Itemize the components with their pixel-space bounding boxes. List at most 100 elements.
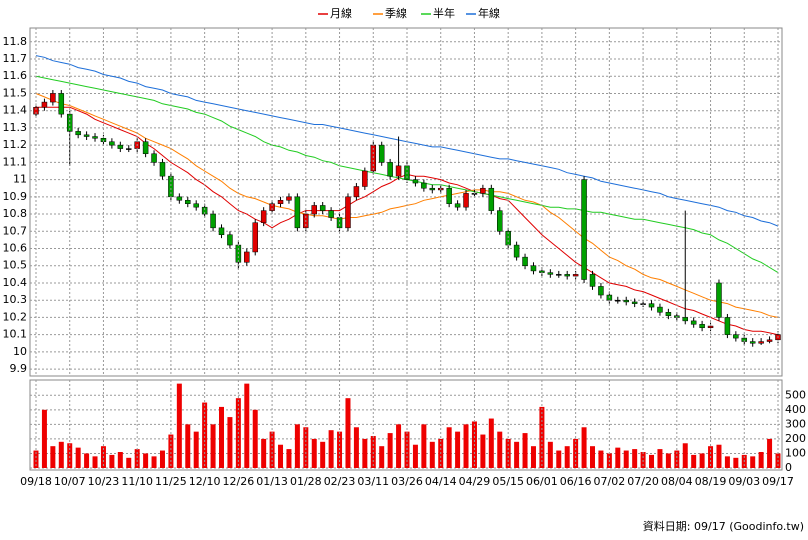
candle-body [83,134,90,137]
candle-body [41,101,48,108]
x-tick-label: 04/14 [425,475,457,488]
legend-label: 月線 [330,6,352,20]
y-tick-label: 500 [785,388,806,401]
candle-body [142,141,149,155]
x-tick-label: 09/03 [728,475,760,488]
volume-bar [455,431,461,468]
candle-body [252,222,258,253]
candle-body [66,113,73,132]
x-tick-label: 03/26 [391,475,423,488]
candle-body [690,320,697,325]
volume-bar [446,427,452,468]
volume-bar [556,450,562,468]
volume-bar [514,441,520,468]
candle-body [159,162,166,177]
y-tick-label: 9.9 [10,362,28,375]
x-tick-label: 08/19 [695,475,727,488]
candle-body [260,210,267,223]
legend-label: 年線 [478,6,500,20]
candle-body [227,234,233,246]
candle-body [429,187,436,191]
legend-label: 季線 [385,6,407,20]
volume-bar [362,438,368,468]
candle-body [311,205,317,215]
volume-bar [379,446,385,468]
y-tick-label: 11.6 [3,69,28,82]
x-tick-label: 07/02 [594,475,626,488]
candle-body [623,299,629,303]
volume-bar [716,444,722,468]
x-tick-label: 12/10 [189,475,221,488]
y-tick-label: 10.5 [3,259,28,272]
x-tick-label: 03/11 [357,475,389,488]
candle-body [421,182,427,189]
candle-body [210,213,216,229]
candle-body [446,187,452,204]
volume-bar [159,450,165,468]
volume-bar [311,438,317,468]
candle-body [513,244,520,258]
candle-body [572,274,579,277]
volume-bar [151,456,157,468]
volume-bar [480,434,486,468]
candle-body [530,265,537,272]
candle-body [218,227,225,235]
y-tick-label: 100 [785,446,806,459]
candle-body [665,312,672,316]
candle-body [454,203,461,208]
y-tick-label: 11.2 [3,138,28,151]
volume-bar [598,450,604,468]
volume-bar [58,441,64,468]
volume-bar [252,409,258,468]
x-tick-label: 11/10 [121,475,153,488]
candle-body [294,196,301,229]
volume-bar [497,431,503,468]
x-tick-label: 07/20 [627,475,659,488]
volume-bar [67,443,73,468]
volume-bar [320,441,326,468]
volume-bar [488,418,494,468]
footer: 資料日期: 09/17 (Goodinfo.tw) [643,519,804,533]
y-tick-label: 10.6 [3,242,28,255]
candle-body [151,153,157,163]
candle-body [201,206,208,215]
candle-body [412,179,419,184]
candle-body [58,93,65,115]
candle-body [126,148,132,150]
x-tick-label: 10/07 [54,475,86,488]
volume-bar [530,446,536,468]
volume-bar [353,427,359,468]
candle-body [328,210,334,218]
volume-bar [227,417,233,468]
volume-bar [691,454,697,468]
volume-bar [623,450,629,468]
candle-body [185,200,191,204]
volume-bar [261,438,267,468]
candle-body [244,251,250,263]
volume-bar [522,433,528,468]
volume-bar [50,446,56,468]
volume-bar [210,424,216,468]
volume-bar [632,449,638,468]
volume-bar [758,452,764,468]
x-tick-label: 05/15 [492,475,524,488]
x-tick-label: 10/23 [88,475,120,488]
volume-bar [665,453,671,468]
volume-bar [387,433,393,468]
candle-body [319,205,326,211]
candle-body [581,179,587,280]
volume-bar [117,452,123,468]
y-tick-label: 11.3 [3,121,28,134]
volume-bar [733,457,739,468]
volume-bar [202,402,208,468]
volume-bar [463,424,469,468]
candle-body [463,193,469,208]
x-tick-label: 08/04 [661,475,693,488]
candle-body [109,141,115,146]
y-tick-label: 11 [13,173,27,186]
x-tick-label: 01/28 [290,475,322,488]
y-tick-label: 11.7 [3,52,28,65]
candle-body [353,186,360,198]
x-tick-label: 11/25 [155,475,187,488]
volume-bar [699,453,705,468]
